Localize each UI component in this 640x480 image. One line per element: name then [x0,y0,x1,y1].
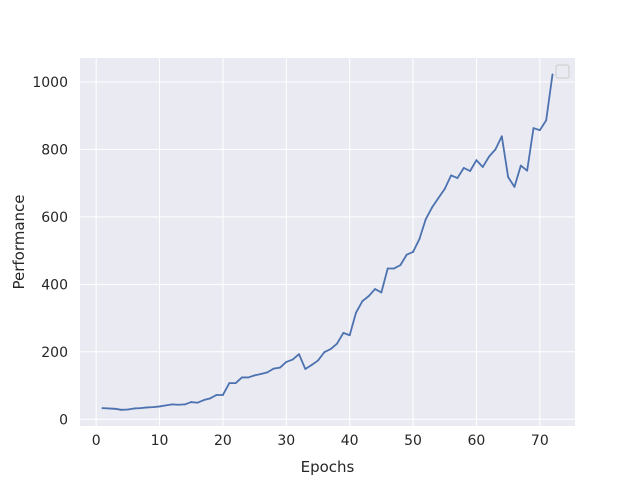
data-point [133,407,136,410]
x-tick-label: 40 [341,433,359,449]
data-point [336,342,338,345]
x-tick-labels: 0 10 20 30 40 50 60 70 [92,433,549,449]
data-point [538,129,541,132]
data-point [266,371,269,374]
data-point [228,382,231,385]
y-tick-label: 0 [59,412,68,428]
data-point [519,164,522,167]
x-tick-label: 70 [531,433,549,449]
data-point [120,408,123,411]
x-gridlines [95,58,541,426]
x-tick-label: 30 [277,433,295,449]
data-point [260,373,262,375]
data-point [380,291,383,294]
data-point [304,368,307,370]
data-point [393,267,395,270]
data-point [253,374,256,377]
data-point [507,176,510,178]
data-point [190,401,193,403]
data-point [285,361,288,363]
data-point [418,238,421,241]
y-gridlines [80,81,575,420]
data-point [241,376,243,379]
data-point [279,366,281,369]
data-point [443,187,446,190]
data-point [171,403,174,406]
data-point [386,267,389,270]
x-tick-label: 50 [404,433,422,449]
x-tick-label: 20 [214,433,232,449]
data-point [183,403,186,406]
data-point [203,399,205,401]
data-point [272,367,275,370]
data-point [374,288,376,290]
data-point [126,408,129,411]
data-point [158,405,161,408]
x-tick-label: 60 [468,433,486,449]
data-point [450,174,452,177]
y-tick-label: 200 [41,345,68,361]
data-point [462,167,465,169]
data-point [513,185,516,188]
data-point [215,394,218,396]
legend-box [555,64,570,79]
data-point [412,251,414,253]
data-point [526,169,529,172]
data-point [424,218,427,221]
x-axis-label: Epochs [301,458,355,476]
x-tick-label: 0 [92,433,101,449]
series-line [101,73,554,411]
data-point [323,351,326,354]
data-point [500,135,503,138]
y-tick-label: 400 [41,277,68,293]
data-point [469,170,472,172]
data-point [164,404,167,407]
data-point [298,353,300,356]
data-point [196,401,199,404]
data-point [114,407,117,410]
data-point [348,334,351,337]
data-point [139,407,142,410]
plot-area-background [80,58,575,426]
data-point [310,364,313,366]
data-point [481,166,484,168]
data-point [456,177,459,179]
data-point [475,159,478,162]
series-layer [101,73,554,411]
x-tick-label: 10 [151,433,169,449]
data-point [545,119,548,122]
data-point [367,295,370,298]
data-point [317,359,319,362]
data-point [234,382,237,385]
data-point [551,73,554,76]
data-point [532,127,535,130]
data-point [488,155,491,158]
data-point [107,407,110,410]
data-point [437,197,440,199]
data-point [145,406,148,409]
y-tick-label: 600 [41,210,68,226]
data-point [177,403,180,406]
data-point [342,332,345,334]
data-point [247,376,250,379]
data-point [494,148,497,151]
data-point [431,206,433,209]
y-tick-label: 1000 [32,75,68,91]
data-point [361,300,364,303]
y-axis-label: Performance [10,194,28,289]
data-point [209,397,212,400]
data-point [152,406,155,409]
data-point [355,311,357,314]
data-point [101,407,104,410]
data-point [329,348,332,350]
data-point [291,358,294,361]
data-point [405,253,408,256]
data-point [399,264,402,267]
y-tick-labels: 0 200 400 600 800 1000 [32,75,68,428]
data-point [222,394,224,396]
y-tick-label: 800 [41,142,68,158]
